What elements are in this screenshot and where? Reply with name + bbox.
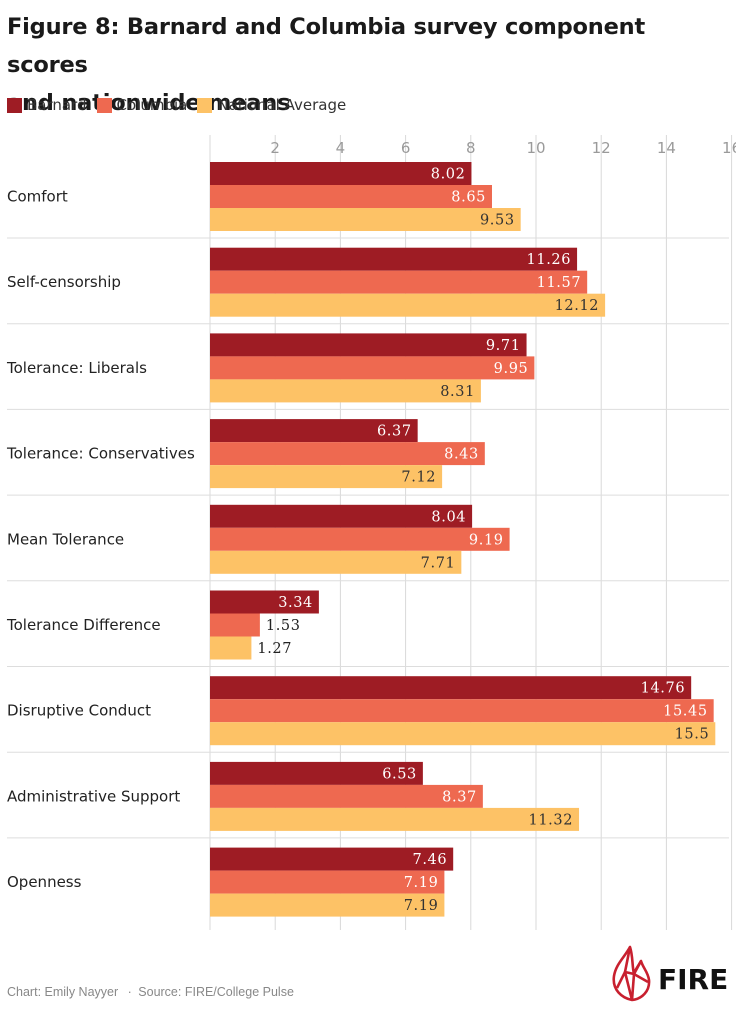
legend-item-national-average: National Average — [197, 96, 346, 114]
bar-national-average-tolerance-liberals — [210, 379, 481, 403]
bar-columbia-tolerance-conservatives — [210, 442, 485, 466]
data-label-national-average-tolerance-liberals: 8.31 — [440, 384, 475, 400]
bar-chart: 2 4 6 8 10 12 14 16 Comfort 8.02 8.65 9.53 Self-cens… — [6, 135, 736, 930]
x-tick-label-8: 8 — [466, 139, 476, 157]
category-label-openness: Openness — [7, 873, 82, 891]
x-tick-label-16: 16 — [722, 139, 736, 157]
chart-title: Figure 8: Barnard and Columbia survey co… — [7, 8, 729, 122]
data-label-national-average-self-censorship: 12.12 — [555, 298, 600, 314]
bar-columbia-comfort — [210, 185, 492, 208]
legend-item-columbia: Columbia — [96, 96, 188, 114]
legend-item-barnard: Barnard — [7, 96, 87, 114]
data-label-columbia-self-censorship: 11.57 — [537, 275, 582, 291]
bar-columbia-self-censorship — [210, 270, 588, 294]
data-label-national-average-tolerance-difference: 1.27 — [257, 641, 292, 657]
data-label-barnard-mean-tolerance: 8.04 — [431, 509, 466, 525]
data-label-barnard-administrative-support: 6.53 — [382, 766, 417, 782]
bar-columbia-tolerance-liberals — [210, 356, 535, 380]
bar-national-average-self-censorship — [210, 293, 606, 317]
bar-barnard-openness — [210, 847, 454, 871]
bar-barnard-tolerance-difference — [210, 590, 319, 614]
legend-swatch-national-average — [197, 97, 213, 113]
bar-national-average-disruptive-conduct — [210, 722, 716, 746]
bar-national-average-tolerance-difference — [210, 636, 252, 660]
bar-barnard-tolerance-liberals — [210, 333, 527, 357]
data-label-national-average-administrative-support: 11.32 — [529, 812, 574, 828]
data-label-barnard-openness: 7.46 — [413, 852, 448, 868]
data-label-barnard-comfort: 8.02 — [431, 167, 466, 183]
bar-barnard-self-censorship — [210, 247, 578, 271]
logo-text: FIRE — [658, 963, 728, 996]
x-tick-label-14: 14 — [657, 139, 676, 157]
data-label-barnard-disruptive-conduct: 14.76 — [641, 681, 686, 697]
x-tick-label-6: 6 — [401, 139, 411, 157]
fire-logo: FIRE — [608, 944, 732, 1008]
category-label-disruptive-conduct: Disruptive Conduct — [7, 702, 151, 720]
bar-columbia-administrative-support — [210, 784, 483, 808]
category-label-tolerance-difference: Tolerance Difference — [6, 616, 161, 634]
data-label-barnard-tolerance-difference: 3.34 — [278, 595, 313, 611]
bar-columbia-disruptive-conduct — [210, 699, 714, 723]
legend-label-national-average: National Average — [217, 96, 347, 114]
data-label-national-average-comfort: 9.53 — [480, 213, 515, 229]
data-label-barnard-self-censorship: 11.26 — [527, 252, 572, 268]
x-tick-label-2: 2 — [270, 139, 280, 157]
bar-national-average-openness — [210, 893, 445, 917]
bar-columbia-tolerance-difference — [210, 613, 260, 637]
bar-barnard-comfort — [210, 162, 472, 185]
data-label-columbia-disruptive-conduct: 15.45 — [663, 704, 708, 720]
category-label-administrative-support: Administrative Support — [7, 787, 180, 805]
x-tick-label-10: 10 — [526, 139, 545, 157]
legend-label-barnard: Barnard — [27, 96, 87, 114]
footer-separator: · — [127, 985, 132, 999]
bar-barnard-tolerance-conservatives — [210, 419, 418, 443]
bar-columbia-openness — [210, 870, 445, 894]
chart-title-line-2: and nationwide means — [7, 90, 291, 116]
category-label-tolerance-liberals: Tolerance: Liberals — [6, 359, 147, 377]
data-label-columbia-tolerance-conservatives: 8.43 — [444, 447, 479, 463]
legend: Barnard Columbia National Average — [7, 94, 356, 116]
data-label-national-average-tolerance-conservatives: 7.12 — [401, 470, 436, 486]
bar-columbia-mean-tolerance — [210, 527, 510, 551]
category-label-self-censorship: Self-censorship — [7, 273, 121, 291]
data-label-barnard-tolerance-liberals: 9.71 — [486, 338, 521, 354]
flame-icon: FIRE — [612, 945, 728, 1002]
data-label-national-average-openness: 7.19 — [404, 898, 439, 914]
bar-national-average-tolerance-conservatives — [210, 465, 443, 489]
category-label-tolerance-conservatives: Tolerance: Conservatives — [6, 445, 195, 463]
data-label-columbia-mean-tolerance: 9.19 — [469, 532, 504, 548]
bar-barnard-administrative-support — [210, 761, 423, 785]
bar-national-average-administrative-support — [210, 807, 580, 831]
legend-swatch-columbia — [96, 97, 112, 113]
data-label-national-average-disruptive-conduct: 15.5 — [675, 727, 710, 743]
footer-credit: Chart: Emily Nayyer — [7, 985, 119, 999]
category-label-mean-tolerance: Mean Tolerance — [7, 530, 124, 548]
bar-national-average-mean-tolerance — [210, 550, 462, 574]
bar-barnard-mean-tolerance — [210, 504, 473, 528]
category-label-comfort: Comfort — [7, 188, 68, 206]
data-label-national-average-mean-tolerance: 7.71 — [421, 555, 456, 571]
data-label-columbia-comfort: 8.65 — [451, 190, 486, 206]
footer-source: Source: FIRE/College Pulse — [138, 985, 294, 999]
data-label-columbia-openness: 7.19 — [404, 875, 439, 891]
chart-title-line-1: Figure 8: Barnard and Columbia survey co… — [7, 14, 646, 78]
data-label-columbia-tolerance-difference: 1.53 — [266, 618, 301, 634]
bar-barnard-disruptive-conduct — [210, 676, 692, 700]
legend-label-columbia: Columbia — [116, 96, 188, 114]
legend-swatch-barnard — [7, 97, 22, 113]
bar-national-average-comfort — [210, 208, 521, 231]
data-label-columbia-tolerance-liberals: 9.95 — [494, 361, 529, 377]
x-tick-label-12: 12 — [592, 139, 611, 157]
data-label-barnard-tolerance-conservatives: 6.37 — [377, 424, 412, 440]
footer: Chart: Emily Nayyer · Source: FIRE/Colle… — [7, 985, 294, 999]
x-tick-label-4: 4 — [336, 139, 346, 157]
data-label-columbia-administrative-support: 8.37 — [442, 789, 477, 805]
